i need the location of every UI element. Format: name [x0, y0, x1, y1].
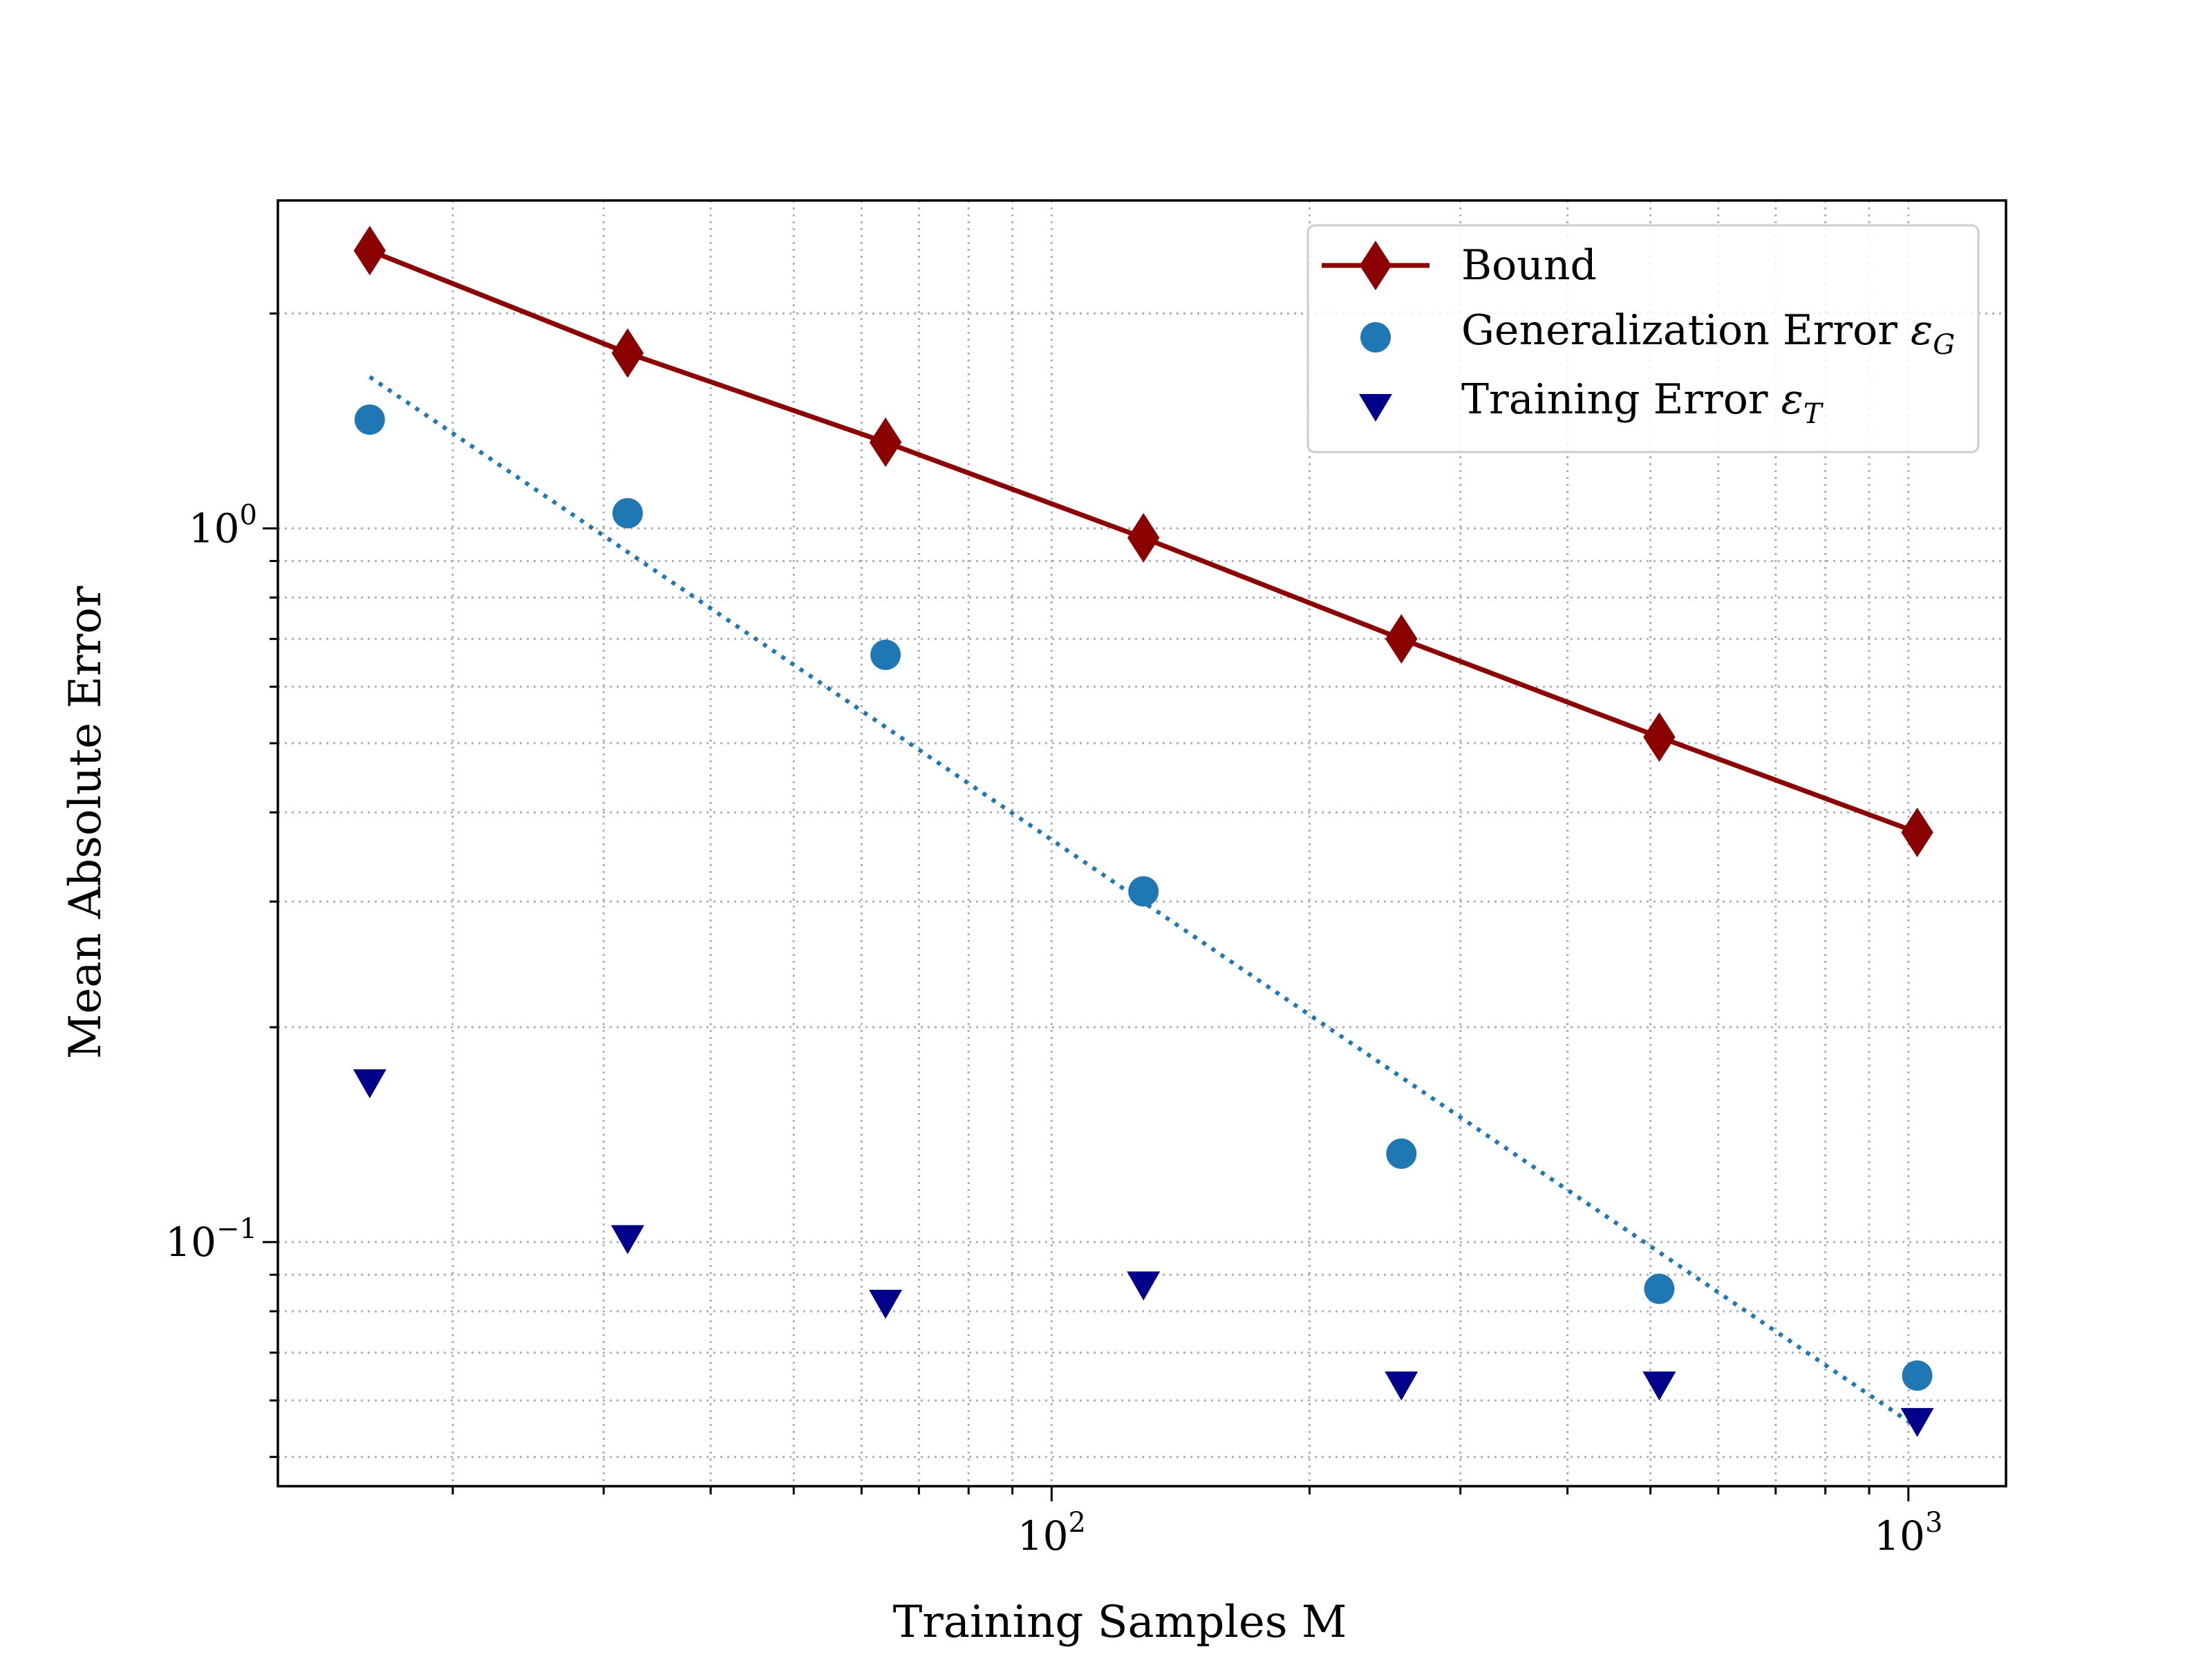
training-error-point — [1900, 1407, 1934, 1437]
training-error-point — [610, 1225, 644, 1255]
bound-marker — [611, 328, 644, 378]
x-axis-label: Training Samples M — [893, 1597, 1347, 1648]
training-error-point — [1642, 1371, 1676, 1401]
generalization-error-point — [354, 404, 385, 435]
ticks: 102 103 100 10−1 — [165, 312, 1942, 1559]
grid — [278, 200, 2006, 1486]
training-error-point — [1385, 1371, 1418, 1401]
legend-entry-training: Training Error εT — [1359, 375, 1824, 430]
training-error-point — [1127, 1271, 1161, 1301]
legend-label-training: Training Error εT — [1461, 375, 1824, 430]
legend-label-generalization: Generalization Error εG — [1461, 306, 1955, 361]
generalization-error-point — [1644, 1273, 1675, 1304]
generalization-error-point — [612, 498, 643, 529]
bound-marker — [353, 225, 386, 276]
bound-marker — [1643, 712, 1676, 762]
x-tick-label: 102 — [1018, 1507, 1086, 1559]
axes-frame — [276, 199, 2007, 1488]
legend-generalization-marker — [1360, 322, 1391, 353]
legend-entry-generalization: Generalization Error εG — [1360, 306, 1955, 361]
y-tick-label: 10−1 — [165, 1213, 257, 1266]
legend: Bound Generalization Error εG Training E… — [1306, 224, 1980, 453]
fit-line-layer — [368, 375, 1919, 1430]
generalization-error-point — [1128, 876, 1159, 907]
legend-bound-marker — [1359, 241, 1392, 290]
legend-label-bound: Bound — [1461, 241, 1597, 290]
generalization-error-point — [1902, 1360, 1933, 1391]
fit-line — [368, 375, 1919, 1430]
legend-training-marker — [1359, 394, 1392, 422]
y-tick-label: 100 — [189, 499, 257, 552]
legend-box — [1306, 224, 1980, 453]
bound-marker — [869, 418, 902, 467]
training-error-point — [353, 1069, 386, 1098]
bound-marker — [1385, 614, 1418, 664]
generalization-error-point — [870, 639, 901, 671]
x-tick-label: 103 — [1874, 1507, 1942, 1559]
series-layer — [353, 225, 1934, 1437]
generalization-error-point — [1386, 1138, 1417, 1170]
legend-entry-bound: Bound — [1322, 241, 1597, 290]
bound-marker — [1901, 807, 1933, 858]
y-axis-label: Mean Absolute Error — [60, 585, 111, 1059]
bound-marker — [1127, 513, 1160, 563]
training-error-point — [869, 1289, 903, 1319]
